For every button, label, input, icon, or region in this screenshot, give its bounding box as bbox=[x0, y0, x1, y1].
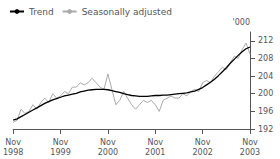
svg-text:Nov: Nov bbox=[53, 138, 69, 147]
svg-text:Nov: Nov bbox=[5, 138, 21, 147]
svg-text:1999: 1999 bbox=[50, 148, 70, 157]
svg-text:192: 192 bbox=[258, 125, 273, 134]
svg-text:204: 204 bbox=[258, 72, 273, 81]
svg-text:Nov: Nov bbox=[195, 138, 211, 147]
svg-text:Trend: Trend bbox=[28, 7, 54, 17]
svg-text:2001: 2001 bbox=[145, 148, 165, 157]
svg-text:Nov: Nov bbox=[147, 138, 163, 147]
svg-text:200: 200 bbox=[258, 89, 273, 98]
svg-text:2000: 2000 bbox=[98, 148, 118, 157]
svg-text:'000: '000 bbox=[233, 18, 250, 27]
svg-text:2002: 2002 bbox=[192, 148, 212, 157]
svg-text:Seasonally adjusted: Seasonally adjusted bbox=[82, 7, 172, 17]
svg-text:212: 212 bbox=[258, 36, 273, 45]
svg-text:1998: 1998 bbox=[3, 148, 23, 157]
svg-text:196: 196 bbox=[258, 107, 273, 116]
svg-text:Nov: Nov bbox=[100, 138, 116, 147]
svg-text:Nov: Nov bbox=[242, 138, 258, 147]
svg-text:2003: 2003 bbox=[240, 148, 260, 157]
svg-text:208: 208 bbox=[258, 54, 273, 63]
